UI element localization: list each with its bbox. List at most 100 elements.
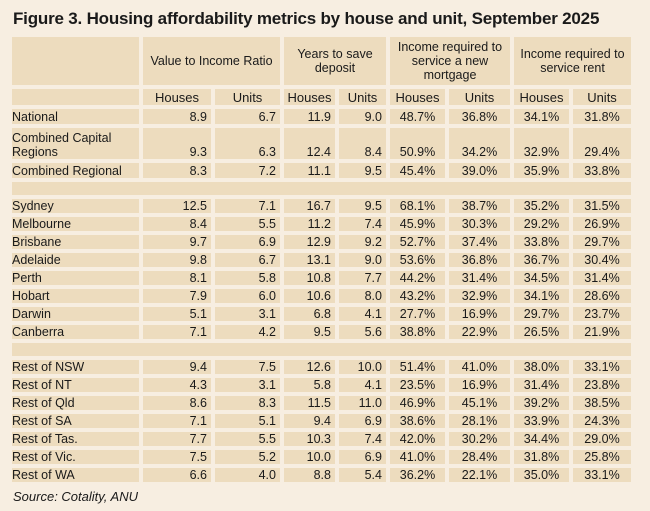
table-cell: 34.1% — [514, 289, 569, 303]
table-cell: 9.0 — [339, 253, 386, 267]
table-cell: 39.2% — [514, 396, 569, 410]
source-note: Source: Cotality, ANU — [13, 489, 138, 504]
row-label: Combined Regional — [12, 163, 139, 178]
table-cell: 5.6 — [339, 325, 386, 339]
table-cell: 35.2% — [514, 199, 569, 213]
table-cell: 9.7 — [143, 235, 211, 249]
row-label: Rest of WA — [12, 468, 139, 482]
table-cell: 48.7% — [390, 109, 445, 124]
table-cell: 7.4 — [339, 217, 386, 231]
subheader-houses: Houses — [514, 89, 569, 105]
table-cell: 5.1 — [143, 307, 211, 321]
table-cell: 5.5 — [215, 217, 280, 231]
table-cell: 23.5% — [390, 378, 445, 392]
table-cell: 4.3 — [143, 378, 211, 392]
table-cell: 33.1% — [573, 468, 631, 482]
table-cell: 50.9% — [390, 128, 445, 159]
table-cell: 44.2% — [390, 271, 445, 285]
table-cell: 38.7% — [449, 199, 510, 213]
subheader-houses: Houses — [143, 89, 211, 105]
column-group-header: Years to save deposit — [284, 37, 386, 85]
table-cell: 28.4% — [449, 450, 510, 464]
table-cell: 8.9 — [143, 109, 211, 124]
row-label: Sydney — [12, 199, 139, 213]
table-cell: 5.8 — [215, 271, 280, 285]
table-cell: 7.4 — [339, 432, 386, 446]
table-cell: 36.7% — [514, 253, 569, 267]
table-cell: 9.4 — [284, 414, 335, 428]
table-cell: 8.4 — [339, 128, 386, 159]
table-cell: 38.5% — [573, 396, 631, 410]
header-corner — [12, 37, 139, 85]
table-cell: 8.3 — [143, 163, 211, 178]
column-group-header: Value to Income Ratio — [143, 37, 280, 85]
row-label: Combined Capital Regions — [12, 128, 139, 159]
table-cell: 6.9 — [339, 450, 386, 464]
table-cell: 43.2% — [390, 289, 445, 303]
table-cell: 21.9% — [573, 325, 631, 339]
table-cell: 7.1 — [143, 414, 211, 428]
table-cell: 8.8 — [284, 468, 335, 482]
table-cell: 45.9% — [390, 217, 445, 231]
table-cell: 5.5 — [215, 432, 280, 446]
table-cell: 28.6% — [573, 289, 631, 303]
row-label: Rest of NT — [12, 378, 139, 392]
table-cell: 12.9 — [284, 235, 335, 249]
table-cell: 33.9% — [514, 414, 569, 428]
table-cell: 7.5 — [215, 360, 280, 374]
table-cell: 13.1 — [284, 253, 335, 267]
table-cell: 6.7 — [215, 109, 280, 124]
table-cell: 11.0 — [339, 396, 386, 410]
table-cell: 9.4 — [143, 360, 211, 374]
table-cell: 38.8% — [390, 325, 445, 339]
row-label: Canberra — [12, 325, 139, 339]
table-cell: 39.0% — [449, 163, 510, 178]
table-cell: 12.6 — [284, 360, 335, 374]
table-cell: 11.5 — [284, 396, 335, 410]
table-cell: 6.9 — [215, 235, 280, 249]
table-cell: 33.1% — [573, 360, 631, 374]
table-cell: 34.2% — [449, 128, 510, 159]
table-cell: 38.6% — [390, 414, 445, 428]
table-cell: 9.8 — [143, 253, 211, 267]
section-divider — [12, 343, 631, 356]
table-cell: 16.9% — [449, 378, 510, 392]
table-cell: 6.0 — [215, 289, 280, 303]
table-cell: 16.9% — [449, 307, 510, 321]
table-cell: 26.5% — [514, 325, 569, 339]
table-cell: 31.8% — [514, 450, 569, 464]
table-cell: 8.0 — [339, 289, 386, 303]
table-cell: 38.0% — [514, 360, 569, 374]
table-cell: 8.1 — [143, 271, 211, 285]
table-cell: 16.7 — [284, 199, 335, 213]
subheader-units: Units — [339, 89, 386, 105]
table-cell: 53.6% — [390, 253, 445, 267]
table-cell: 33.8% — [514, 235, 569, 249]
table-cell: 42.0% — [390, 432, 445, 446]
subheader-units: Units — [449, 89, 510, 105]
table-cell: 10.3 — [284, 432, 335, 446]
row-label: Rest of Vic. — [12, 450, 139, 464]
table-cell: 35.9% — [514, 163, 569, 178]
table-cell: 45.1% — [449, 396, 510, 410]
row-label: Rest of SA — [12, 414, 139, 428]
table-cell: 11.9 — [284, 109, 335, 124]
table-cell: 29.7% — [573, 235, 631, 249]
table-cell: 36.8% — [449, 253, 510, 267]
table-cell: 35.0% — [514, 468, 569, 482]
table-cell: 4.1 — [339, 378, 386, 392]
row-label: Melbourne — [12, 217, 139, 231]
table-cell: 6.3 — [215, 128, 280, 159]
table-cell: 52.7% — [390, 235, 445, 249]
subheader-houses: Houses — [284, 89, 335, 105]
table-cell: 37.4% — [449, 235, 510, 249]
table-cell: 31.8% — [573, 109, 631, 124]
table-cell: 5.2 — [215, 450, 280, 464]
table-cell: 10.0 — [284, 450, 335, 464]
table-cell: 8.3 — [215, 396, 280, 410]
section-divider — [12, 182, 631, 195]
table-cell: 7.9 — [143, 289, 211, 303]
row-label: Perth — [12, 271, 139, 285]
table-cell: 41.0% — [390, 450, 445, 464]
table-cell: 5.1 — [215, 414, 280, 428]
